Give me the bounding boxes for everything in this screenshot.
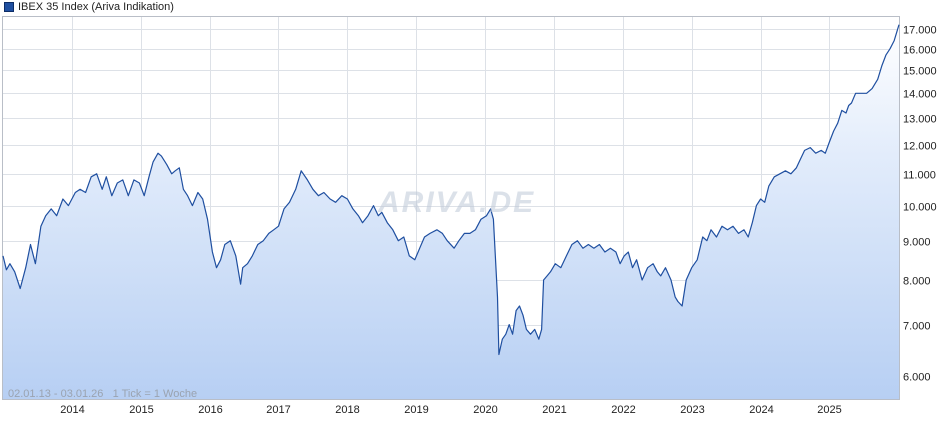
price-line	[2, 24, 900, 356]
y-tick-label: 11.000	[903, 170, 936, 182]
x-tick-label: 2021	[542, 404, 566, 416]
y-tick-label: 16.000	[903, 45, 937, 57]
x-tick-label: 2017	[266, 404, 290, 416]
period-info: 02.01.13 - 03.01.26 1 Tick = 1 Woche	[8, 388, 197, 400]
x-tick-label: 2014	[60, 404, 84, 416]
y-tick-label: 15.000	[903, 66, 937, 78]
chart-legend: IBEX 35 Index (Ariva Indikation)	[4, 0, 174, 14]
y-tick-label: 9.000	[903, 237, 931, 249]
y-tick-label: 6.000	[903, 372, 931, 384]
legend-swatch	[4, 2, 14, 12]
y-tick-label: 12.000	[903, 141, 937, 153]
y-tick-label: 13.000	[903, 114, 937, 126]
x-tick-label: 2025	[817, 404, 841, 416]
price-series	[2, 24, 900, 356]
legend-label: IBEX 35 Index (Ariva Indikation)	[18, 1, 174, 13]
y-tick-label: 8.000	[903, 276, 931, 288]
y-axis-tick-labels: 6.000 7.000 8.000 9.000 10.000 11.000 12.000 13…	[903, 25, 937, 384]
y-tick-label: 17.000	[903, 25, 937, 37]
tick-interval-label: 1 Tick = 1 Woche	[112, 388, 198, 400]
x-tick-label: 2022	[611, 404, 635, 416]
x-tick-label: 2023	[680, 404, 704, 416]
y-tick-label: 10.000	[903, 202, 937, 214]
x-tick-label: 2024	[749, 404, 773, 416]
x-tick-label: 2016	[198, 404, 222, 416]
y-tick-label: 7.000	[903, 321, 931, 333]
x-tick-label: 2015	[129, 404, 153, 416]
period-range-label: 02.01.13 - 03.01.26	[8, 388, 104, 400]
x-tick-label: 2020	[473, 404, 497, 416]
x-tick-label: 2018	[335, 404, 359, 416]
x-axis-tick-labels: 2014 2015 2016 2017 2018 2019 2020 2021 2022 2023…	[60, 404, 841, 416]
x-tick-label: 2019	[404, 404, 428, 416]
watermark-logo: ARIVA.DE	[378, 186, 536, 219]
y-tick-label: 14.000	[903, 89, 937, 101]
price-area-fill	[3, 24, 899, 399]
